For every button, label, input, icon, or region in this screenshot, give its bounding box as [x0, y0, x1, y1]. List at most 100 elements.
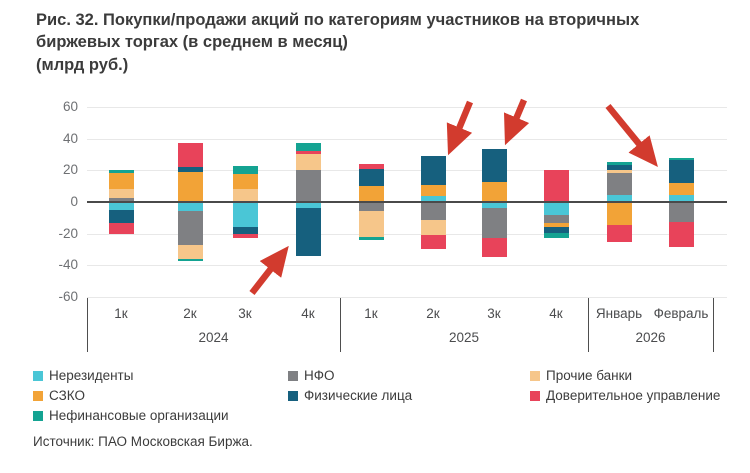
highlight-arrow	[249, 245, 289, 295]
bar-segment-nfo	[108, 198, 134, 202]
bar-segment-nonfin	[177, 258, 203, 262]
bar-segment-szko	[606, 202, 632, 225]
bar-segment-fiz	[668, 160, 694, 183]
x-axis-period-label: 1к	[114, 306, 128, 321]
zero-axis-line	[87, 201, 727, 203]
bar-segment-szko	[668, 183, 694, 195]
highlight-arrow	[503, 98, 530, 146]
bar-segment-nonfin	[668, 157, 694, 161]
x-axis-group-divider	[588, 298, 589, 352]
x-axis-period-label: Февраль	[653, 306, 709, 321]
bar-segment-trust	[481, 238, 507, 257]
bar-segment-fiz	[481, 148, 507, 183]
y-axis-tick-label: -40	[58, 257, 78, 273]
y-axis-tick-label: -60	[58, 288, 78, 304]
bar-segment-nonres	[606, 194, 632, 202]
x-axis-group-divider	[340, 298, 341, 352]
legend-item-nonfin: Нефинансовые организации	[33, 408, 229, 423]
bar-segment-szko	[108, 172, 134, 189]
legend-label: НФО	[304, 368, 335, 383]
legend-swatch-banks	[530, 371, 540, 381]
x-axis-period-label: 3к	[487, 306, 501, 321]
bar-segment-szko	[232, 174, 258, 190]
bar-segment-trust	[295, 151, 321, 154]
x-axis-period-label: 4к	[549, 306, 563, 321]
x-axis-year-label: 2026	[635, 330, 666, 345]
bar-segment-trust	[606, 224, 632, 243]
bar-segment-nonres	[108, 202, 134, 210]
bar-segment-trust	[232, 233, 258, 239]
bar-segment-nonfin	[108, 169, 134, 173]
bar-segment-szko	[177, 171, 203, 202]
bar-segment-fiz	[606, 164, 632, 171]
x-axis-year-label: 2025	[448, 330, 480, 345]
legend-swatch-nonfin	[33, 411, 43, 421]
bar-segment-trust	[177, 142, 203, 168]
gridline	[87, 233, 727, 235]
legend-label: СЗКО	[49, 388, 85, 403]
chart-title-line-1: Рис. 32. Покупки/продажи акций по катего…	[36, 11, 640, 29]
highlight-arrow	[605, 103, 658, 168]
bar-segment-trust	[420, 235, 446, 249]
x-axis-period-label: 2к	[426, 306, 440, 321]
y-axis-tick-label: 40	[62, 130, 78, 146]
bar-segment-banks	[420, 220, 446, 236]
x-axis-period-label: 2к	[183, 306, 197, 321]
bar-segment-banks	[358, 211, 384, 237]
x-axis-group-divider	[713, 298, 714, 352]
legend-item-banks: Прочие банки	[530, 368, 632, 383]
bar-segment-trust	[358, 164, 384, 169]
x-axis-group-divider	[87, 298, 88, 352]
bar-segment-fiz	[232, 226, 258, 234]
legend-label: Физические лица	[304, 388, 413, 403]
bar-segment-nfo	[543, 214, 569, 223]
legend-item-nonres: Нерезиденты	[33, 368, 133, 383]
legend-label: Нерезиденты	[49, 368, 134, 383]
chart-title-line-2: биржевых торгах (в среднем в месяц)	[36, 33, 348, 52]
bar-segment-nfo	[420, 202, 446, 221]
bar-segment-nfo	[295, 170, 321, 202]
bar-segment-nonfin	[295, 143, 321, 152]
bar-segment-nonres	[668, 194, 694, 202]
chart-units-label: (млрд руб.)	[36, 55, 129, 74]
legend-swatch-szko	[33, 391, 43, 401]
bar-segment-nonres	[232, 202, 258, 227]
bar-segment-nonfin	[606, 162, 632, 165]
bar-segment-banks	[177, 244, 203, 259]
x-axis-year-label: 2024	[198, 330, 229, 345]
bar-segment-fiz	[108, 209, 134, 223]
bar-segment-trust	[108, 222, 134, 235]
bar-segment-nfo	[668, 202, 694, 222]
bar-segment-nonres	[177, 202, 203, 212]
legend-item-trust: Доверительное управление	[530, 388, 720, 403]
y-axis-tick-label: -20	[58, 225, 78, 241]
legend-swatch-fiz	[288, 391, 298, 401]
bar-segment-banks	[232, 189, 258, 202]
bar-segment-banks	[108, 188, 134, 199]
bar-segment-szko	[358, 186, 384, 202]
bar-segment-banks	[606, 170, 632, 173]
bar-segment-nonres	[420, 196, 446, 202]
x-axis-period-label: 4к	[301, 306, 315, 321]
bar-segment-nfo	[177, 211, 203, 245]
highlight-arrow	[446, 100, 474, 156]
source-note: Источник: ПАО Московская Биржа.	[33, 434, 253, 449]
gridline	[87, 265, 727, 267]
bar-segment-fiz	[543, 227, 569, 233]
legend-label: Доверительное управление	[546, 388, 721, 403]
bar-segment-nfo	[358, 202, 384, 212]
bar-segment-banks	[295, 153, 321, 171]
legend-item-fiz: Физические лица	[288, 388, 412, 403]
legend-label: Прочие банки	[546, 368, 633, 383]
legend-swatch-nfo	[288, 371, 298, 381]
x-axis-period-label: 1к	[364, 306, 378, 321]
bar-segment-fiz	[177, 167, 203, 172]
y-axis-tick-label: 60	[62, 99, 78, 114]
bar-segment-szko	[420, 184, 446, 197]
bar-segment-fiz	[358, 168, 384, 187]
bar-segment-nonres	[295, 202, 321, 209]
gridline	[87, 107, 727, 108]
legend-label: Нефинансовые организации	[49, 408, 229, 423]
bar-segment-fiz	[295, 208, 321, 256]
